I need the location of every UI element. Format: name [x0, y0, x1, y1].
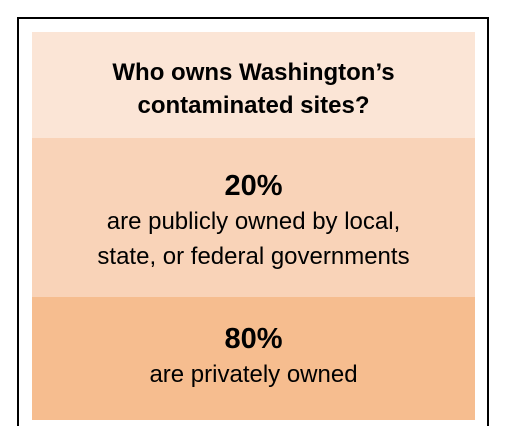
text-line: are privately owned [149, 361, 358, 388]
title-line: Who owns Washington’s [112, 59, 395, 86]
section: 20% are publicly owned by local, state, … [32, 138, 475, 297]
section: 80% are privately owned [32, 297, 475, 420]
figure: 20% [224, 170, 283, 202]
title-box: Who owns Washington’s contaminated sites… [32, 32, 475, 138]
text-line: state, or federal governments [97, 243, 410, 270]
figure: 80% [224, 323, 283, 355]
title-line: contaminated sites? [137, 92, 370, 119]
frame [17, 17, 489, 426]
text-line: are publicly owned by local, [106, 208, 401, 235]
